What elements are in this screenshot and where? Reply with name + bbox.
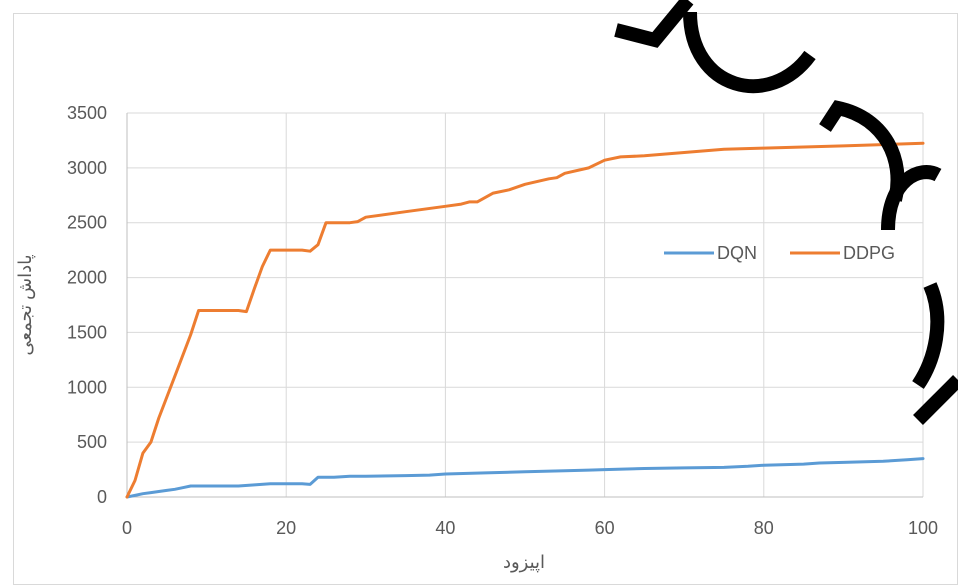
- y-tick-label: 3500: [67, 103, 107, 123]
- legend-label-dqn: DQN: [717, 243, 757, 263]
- y-tick-label: 1000: [67, 377, 107, 397]
- x-axis-title: اپیزود: [503, 552, 545, 573]
- y-tick-label: 500: [77, 432, 107, 452]
- x-tick-label: 60: [595, 518, 615, 538]
- x-tick-label: 20: [276, 518, 296, 538]
- y-tick-label: 3000: [67, 158, 107, 178]
- legend-label-ddpg: DDPG: [843, 243, 895, 263]
- y-tick-label: 2000: [67, 268, 107, 288]
- y-tick-label: 0: [97, 487, 107, 507]
- x-tick-label: 0: [122, 518, 132, 538]
- x-tick-label: 100: [908, 518, 938, 538]
- y-tick-label: 1500: [67, 322, 107, 342]
- x-tick-label: 80: [754, 518, 774, 538]
- y-axis-title: پاداش تجمعی: [15, 254, 36, 355]
- y-tick-label: 2500: [67, 213, 107, 233]
- x-tick-label: 40: [435, 518, 455, 538]
